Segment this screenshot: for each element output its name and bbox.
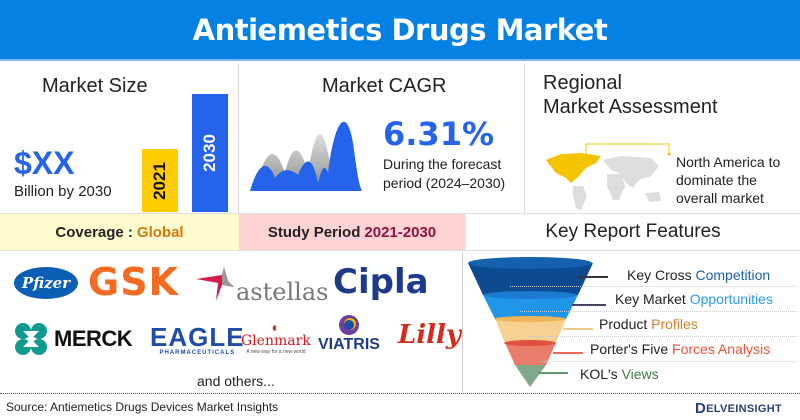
world-map-icon xyxy=(546,143,671,210)
brand-initial: D xyxy=(695,400,707,417)
coverage-label: Coverage : xyxy=(55,223,133,241)
feature-accent: Forces Analysis xyxy=(672,341,771,357)
feature-accent: Opportunities xyxy=(689,291,773,307)
feature-accent: Views xyxy=(621,366,659,382)
funnel-chart-icon xyxy=(468,257,608,387)
feature-prefix: Porter's Five xyxy=(590,341,669,357)
cagr-value: 6.31% xyxy=(383,115,495,153)
market-cagr-panel: Market CAGR 6.31% During the forecast pe… xyxy=(240,63,525,213)
wave-chart-icon xyxy=(250,121,362,191)
regional-panel: Regional Market Assessment North America… xyxy=(526,63,800,213)
market-size-panel: Market Size $XX Billion by 2030 2021 203… xyxy=(0,63,239,213)
feature-prefix: Product xyxy=(599,316,648,332)
bar-2021: 2021 xyxy=(142,149,178,212)
glenmark-tagline: A new way for a new world xyxy=(246,349,306,355)
eagle-logo-text: EAGLE xyxy=(150,322,245,352)
merck-logo: MERCK xyxy=(14,322,133,356)
coverage-value: Global xyxy=(136,223,184,241)
regional-text: North America to dominate the overall ma… xyxy=(676,153,780,207)
merck-logo-text: MERCK xyxy=(54,326,133,351)
feature-prefix: Key Market xyxy=(615,291,686,307)
company-logos: Pfizer GSK astellas Cipla MERCK EAGLE PH… xyxy=(0,252,462,392)
feature-item: Porter's Five Forces Analysis xyxy=(590,341,770,357)
market-size-title: Market Size xyxy=(42,75,148,97)
viatris-logo: VIATRIS xyxy=(318,314,380,354)
regional-text-line1: North America to xyxy=(676,154,781,170)
cipla-logo: Cipla xyxy=(333,262,429,302)
viatris-logo-text: VIATRIS xyxy=(318,336,380,353)
cagr-subtitle-line1: During the forecast xyxy=(383,156,502,172)
lilly-logo-text: Lilly xyxy=(398,320,462,350)
bar-2030: 2030 xyxy=(192,94,228,212)
market-size-subtitle: Billion by 2030 xyxy=(14,183,112,200)
divider xyxy=(530,336,797,337)
viatris-globe-icon xyxy=(338,315,359,335)
study-period-value: 2021-2030 xyxy=(364,223,437,241)
regional-text-line3: overall market xyxy=(676,190,764,206)
feature-item: Product Profiles xyxy=(599,316,698,332)
lilly-logo: Lilly xyxy=(398,320,461,350)
study-period-strip: Study Period 2021-2030 xyxy=(239,213,465,251)
bar-2030-label: 2030 xyxy=(200,134,220,172)
pfizer-logo: Pfizer xyxy=(14,267,78,299)
divider xyxy=(520,311,797,312)
feature-accent: Profiles xyxy=(651,316,698,332)
market-size-value: $XX xyxy=(14,145,75,181)
feature-item: Key Cross Competition xyxy=(627,267,770,283)
astellas-star-icon xyxy=(196,267,234,301)
glenmark-logo: ◐ Glenmark A new way for a new world xyxy=(241,320,311,355)
astellas-logo: astellas xyxy=(196,264,328,306)
feature-accent: Competition xyxy=(695,267,771,283)
footer-divider xyxy=(0,393,800,394)
cagr-subtitle: During the forecast period (2024–2030) xyxy=(383,155,505,193)
market-cagr-title: Market CAGR xyxy=(322,75,447,97)
cagr-subtitle-line2: period (2024–2030) xyxy=(383,175,506,191)
regional-title-line2: Market Assessment xyxy=(543,96,718,118)
feature-prefix: Key Cross xyxy=(627,267,692,283)
feature-item: Key Market Opportunities xyxy=(615,291,773,307)
regional-text-line2: dominate the xyxy=(676,172,757,188)
regional-title-line1: Regional xyxy=(543,72,622,94)
and-others-text: and others... xyxy=(197,373,275,389)
glenmark-mark-icon: ◐ xyxy=(271,319,281,335)
astellas-logo-text: astellas xyxy=(236,278,329,306)
delveinsight-logo: D ELVEINSIGHT xyxy=(695,400,782,417)
vertical-divider xyxy=(462,252,463,392)
coverage-strip: Coverage : Global xyxy=(0,213,239,251)
feature-prefix: KOL's xyxy=(580,366,618,382)
cipla-logo-text: Cipla xyxy=(333,262,429,302)
header-banner: Antiemetics Drugs Market xyxy=(0,0,800,61)
key-report-title: Key Report Features xyxy=(545,221,721,242)
glenmark-logo-text: Glenmark xyxy=(241,333,311,349)
key-report-title-strip: Key Report Features xyxy=(465,213,800,251)
merck-symbol-icon xyxy=(15,323,47,355)
study-period-label: Study Period xyxy=(267,223,361,241)
brand-text: ELVEINSIGHT xyxy=(706,402,782,415)
source-text: Source: Antiemetics Drugs Devices Market… xyxy=(6,400,279,414)
feature-item: KOL's Views xyxy=(580,366,659,382)
eagle-logo-subtext: PHARMACEUTICALS xyxy=(159,350,236,356)
regional-title: Regional Market Assessment xyxy=(543,71,718,119)
page-title: Antiemetics Drugs Market xyxy=(192,12,608,47)
divider xyxy=(510,286,797,287)
gsk-logo-text: GSK xyxy=(88,260,180,304)
eagle-logo: EAGLE PHARMACEUTICALS xyxy=(150,324,245,356)
pfizer-logo-text: Pfizer xyxy=(21,274,71,292)
divider xyxy=(540,361,797,362)
gsk-logo: GSK xyxy=(88,260,179,304)
bar-2021-label: 2021 xyxy=(150,161,170,200)
